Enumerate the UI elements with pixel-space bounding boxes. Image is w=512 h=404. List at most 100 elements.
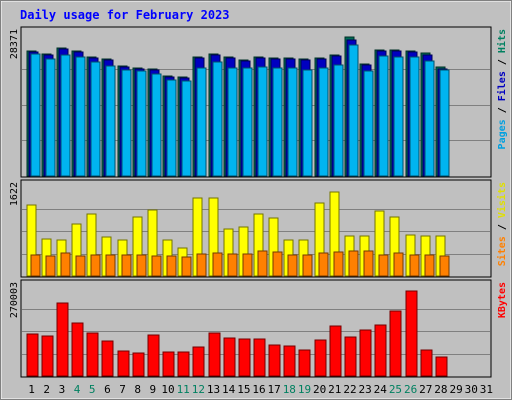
- bar-sites-day-24: [378, 254, 389, 277]
- legend-visits-sites: Sites / Visits: [496, 182, 508, 266]
- bar-pages-day-4: [75, 56, 86, 177]
- bar-kbytes-day-27: [420, 349, 433, 377]
- x-tick-label-day-13: 13: [207, 383, 220, 396]
- bar-pages-day-26: [409, 56, 420, 177]
- bar-kbytes-day-20: [314, 339, 327, 377]
- bar-pages-day-21: [333, 64, 344, 177]
- bar-pages-day-1: [30, 53, 41, 177]
- bar-sites-day-10: [166, 255, 177, 277]
- bar-pages-day-16: [257, 66, 268, 177]
- bar-kbytes-day-23: [359, 329, 372, 377]
- x-tick-label-day-20: 20: [313, 383, 326, 396]
- bar-sites-day-26: [409, 254, 420, 277]
- bar-sites-day-5: [90, 254, 101, 277]
- x-tick-label-day-12: 12: [192, 383, 205, 396]
- legend-separator: /: [497, 53, 508, 71]
- bar-sites-day-9: [151, 255, 162, 277]
- bar-pages-day-15: [242, 67, 253, 177]
- scale-label-kbytes: 270003: [9, 282, 20, 318]
- bar-sites-day-22: [348, 250, 359, 277]
- bar-sites-day-2: [45, 255, 56, 277]
- bar-pages-day-14: [227, 67, 238, 177]
- bar-sites-day-20: [318, 252, 329, 277]
- bar-pages-day-6: [105, 65, 116, 177]
- bar-kbytes-day-24: [374, 324, 387, 377]
- bar-sites-day-6: [105, 254, 116, 277]
- bar-sites-day-13: [212, 252, 223, 277]
- bar-sites-day-8: [136, 254, 147, 277]
- bar-kbytes-day-10: [162, 351, 175, 377]
- bar-pages-day-18: [287, 67, 298, 177]
- bar-kbytes-day-18: [283, 345, 296, 377]
- bar-kbytes-day-21: [329, 325, 342, 377]
- legend-label-hits: Hits: [496, 29, 508, 53]
- bar-sites-day-3: [60, 252, 71, 277]
- bar-kbytes-day-17: [268, 344, 281, 377]
- bar-pages-day-8: [136, 70, 147, 177]
- bar-sites-day-27: [424, 254, 435, 277]
- bar-pages-day-24: [378, 55, 389, 177]
- x-tick-label-day-19: 19: [298, 383, 311, 396]
- x-tick-label-day-24: 24: [374, 383, 388, 396]
- legend-label-visits: Visits: [496, 182, 508, 218]
- bar-sites-day-16: [257, 250, 268, 277]
- legend-label-pages: Pages: [497, 119, 508, 149]
- bar-pages-day-2: [45, 58, 56, 177]
- legend-label-sites: Sites: [496, 236, 508, 266]
- bar-kbytes-day-25: [389, 310, 402, 377]
- x-tick-label-day-15: 15: [237, 383, 250, 396]
- x-tick-label-day-9: 9: [150, 383, 157, 396]
- bar-kbytes-day-6: [101, 340, 114, 377]
- bar-kbytes-day-26: [405, 290, 418, 377]
- bar-pages-day-11: [181, 80, 192, 177]
- bar-kbytes-day-22: [344, 336, 357, 377]
- legend-hits-files-pages: Pages / Files / Hits: [496, 29, 508, 149]
- x-tick-label-day-31: 31: [480, 383, 493, 396]
- bar-sites-day-1: [30, 254, 41, 277]
- bar-pages-day-27: [424, 60, 435, 177]
- x-tick-label-day-21: 21: [328, 383, 341, 396]
- bar-kbytes-day-19: [298, 349, 311, 377]
- x-tick-label-day-26: 26: [404, 383, 417, 396]
- bar-sites-day-25: [393, 252, 404, 277]
- x-tick-label-day-8: 8: [134, 383, 141, 396]
- bar-pages-day-3: [60, 54, 71, 177]
- bar-kbytes-day-11: [177, 351, 190, 377]
- bar-kbytes-day-28: [435, 356, 448, 377]
- bar-kbytes-day-4: [71, 322, 84, 377]
- x-tick-label-day-25: 25: [389, 383, 402, 396]
- bar-kbytes-day-13: [208, 332, 221, 377]
- bar-sites-day-7: [121, 254, 132, 277]
- scale-label-visits-sites: 1622: [9, 182, 20, 206]
- bar-sites-day-14: [227, 253, 238, 277]
- bar-pages-day-20: [318, 67, 329, 177]
- x-tick-label-day-1: 1: [28, 383, 35, 396]
- bar-kbytes-day-3: [56, 302, 69, 377]
- x-tick-label-day-28: 28: [434, 383, 447, 396]
- x-tick-label-day-3: 3: [59, 383, 66, 396]
- legend-separator: /: [497, 218, 508, 236]
- x-tick-label-day-29: 29: [449, 383, 462, 396]
- bar-sites-day-17: [272, 251, 283, 277]
- bar-sites-day-19: [302, 254, 313, 277]
- bar-kbytes-day-8: [132, 352, 145, 377]
- x-tick-label-day-2: 2: [43, 383, 50, 396]
- bar-sites-day-12: [196, 253, 207, 277]
- bar-pages-day-22: [348, 44, 359, 177]
- bar-sites-day-4: [75, 255, 86, 277]
- x-tick-label-day-16: 16: [252, 383, 265, 396]
- bar-pages-day-5: [90, 61, 101, 177]
- bar-sites-day-15: [242, 253, 253, 277]
- x-tick-label-day-23: 23: [359, 383, 372, 396]
- legend-label-kbytes: KBytes: [497, 282, 508, 318]
- bar-pages-day-23: [363, 70, 374, 177]
- bar-sites-day-11: [181, 256, 192, 277]
- x-tick-label-day-27: 27: [419, 383, 432, 396]
- bar-pages-day-7: [121, 69, 132, 177]
- bar-kbytes-day-9: [147, 334, 160, 377]
- x-tick-label-day-5: 5: [89, 383, 96, 396]
- bar-kbytes-day-5: [86, 332, 99, 377]
- bar-pages-day-12: [196, 67, 207, 177]
